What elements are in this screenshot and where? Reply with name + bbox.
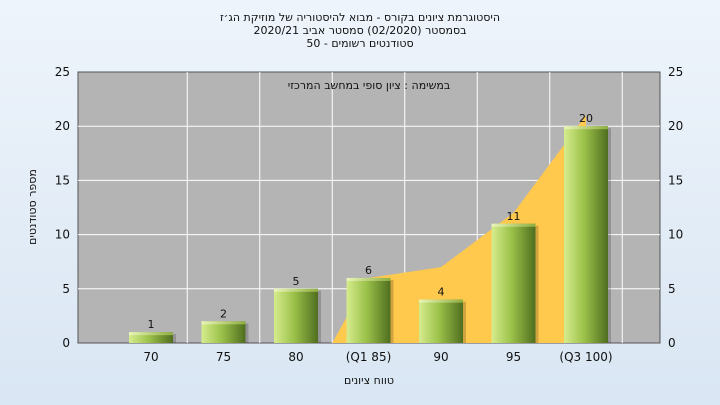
x-tick-label: (Q3 100) xyxy=(559,350,612,364)
bar xyxy=(346,277,391,343)
y-axis-right-ticks: 0 5 10 15 20 25 xyxy=(668,65,683,350)
x-tick-label: (Q1 85) xyxy=(346,350,392,364)
bar-top xyxy=(201,321,246,325)
y-tick-label-left: 10 xyxy=(55,228,70,242)
x-tick-label: 95 xyxy=(506,350,521,364)
title-line-1: היסטוגרמת ציונים בקורס - מבוא להיסטוריה … xyxy=(220,11,500,24)
bar-top xyxy=(346,277,391,281)
bar-value-label: 20 xyxy=(579,112,593,125)
bar-top xyxy=(129,332,173,336)
bar-top xyxy=(491,223,536,227)
bar-value-label: 11 xyxy=(507,210,521,223)
bar xyxy=(129,332,173,343)
bar-value-label: 4 xyxy=(438,286,445,299)
bar-top xyxy=(564,126,608,130)
y-axis-title: מספר סטודנטים xyxy=(26,169,39,245)
bar-top xyxy=(419,299,463,303)
data-labels: 1 2 5 6 4 11 20 xyxy=(148,112,594,331)
y-tick-label-right: 25 xyxy=(668,65,683,79)
y-axis-left-ticks: 0 5 10 15 20 25 xyxy=(55,65,70,350)
bar xyxy=(201,321,246,343)
y-tick-label-left: 5 xyxy=(62,282,70,296)
x-tick-label: 80 xyxy=(288,350,303,364)
x-axis-ticks: 70 75 80 (Q1 85) 90 95 (Q3 100) xyxy=(143,350,612,364)
y-tick-label-right: 10 xyxy=(668,228,683,242)
y-tick-label-left: 15 xyxy=(55,173,70,187)
bar-value-label: 5 xyxy=(293,275,300,288)
bar-top xyxy=(274,288,318,292)
chart-annotation: במשימה : ציון סופי במחשב המרכזי xyxy=(288,79,451,92)
title-line-2: בסמסטר (02/2020) סמסטר אביב 2020/21 xyxy=(253,24,466,37)
y-tick-label-left: 0 xyxy=(62,336,70,350)
bar xyxy=(419,299,463,343)
y-tick-label-left: 20 xyxy=(55,119,70,133)
x-tick-label: 75 xyxy=(216,350,231,364)
y-tick-label-right: 20 xyxy=(668,119,683,133)
bar-value-label: 6 xyxy=(365,264,372,277)
y-tick-label-right: 0 xyxy=(668,336,676,350)
bars xyxy=(129,126,611,343)
x-tick-label: 90 xyxy=(433,350,448,364)
bar-value-label: 2 xyxy=(220,307,227,320)
bar xyxy=(274,288,318,343)
x-axis-title: טווח ציונים xyxy=(344,374,394,387)
bar-value-label: 1 xyxy=(148,318,155,331)
title-line-3: סטודנטים רשומים - 50 xyxy=(306,37,413,50)
bar xyxy=(564,126,608,343)
y-tick-label-left: 25 xyxy=(55,65,70,79)
chart-title: היסטוגרמת ציונים בקורס - מבוא להיסטוריה … xyxy=(220,11,500,50)
bar xyxy=(491,223,536,343)
y-tick-label-right: 15 xyxy=(668,173,683,187)
x-tick-label: 70 xyxy=(143,350,158,364)
y-tick-label-right: 5 xyxy=(668,282,676,296)
